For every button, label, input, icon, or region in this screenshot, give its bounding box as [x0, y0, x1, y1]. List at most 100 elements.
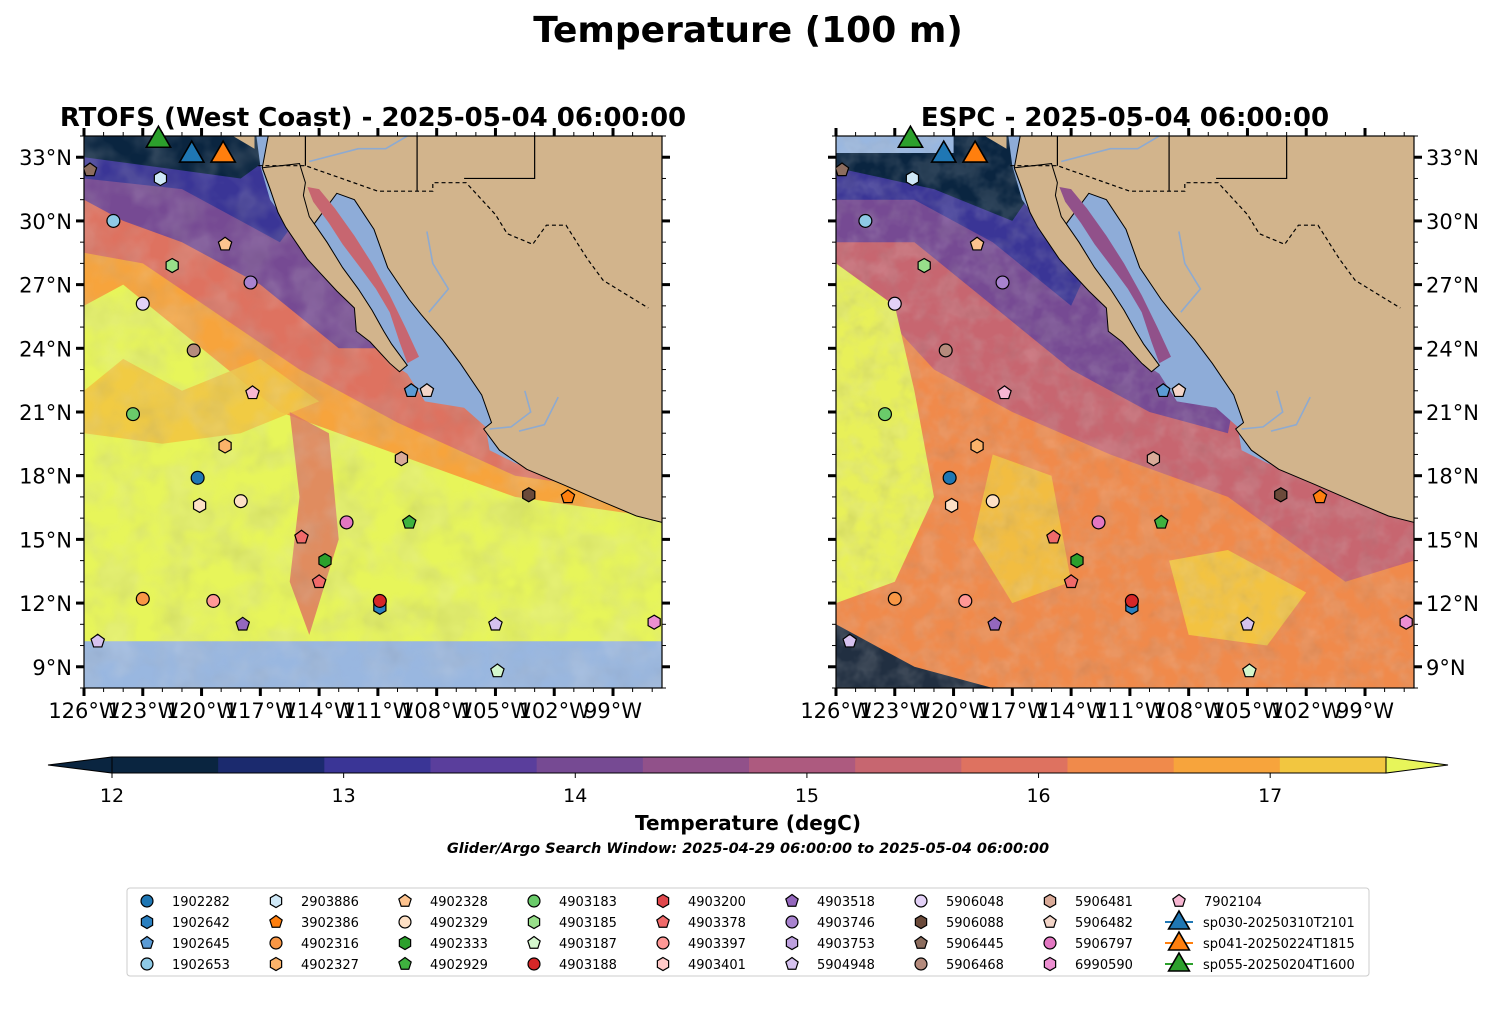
legend-marker [785, 915, 799, 929]
legend-marker [269, 893, 283, 909]
float-marker [1146, 451, 1161, 467]
float-marker [125, 407, 141, 422]
colorbar-tick-label: 13 [332, 785, 356, 807]
colorbar-cell [430, 757, 538, 773]
legend-label: 3902386 [301, 916, 359, 931]
legend-label: 4902327 [301, 958, 359, 973]
legend-label: 4903378 [688, 916, 746, 931]
float-marker [1240, 616, 1255, 631]
legend-marker [1043, 956, 1057, 972]
float-marker [488, 616, 503, 631]
legend-marker [140, 894, 154, 908]
float-marker [522, 487, 536, 503]
float-marker [294, 529, 309, 544]
float-marker [985, 494, 1000, 509]
search-window-note: Glider/Argo Search Window: 2025-04-29 06… [447, 841, 1049, 857]
y-tick-label: 27°N [1426, 274, 1479, 298]
x-tick-label: 108°W [1153, 699, 1225, 723]
float-marker [339, 515, 354, 530]
colorbar-cell [1067, 757, 1175, 773]
colorbar-label: Temperature (degC) [635, 811, 861, 835]
float-marker [887, 296, 902, 311]
float-marker [401, 514, 417, 529]
river-0 [309, 136, 408, 163]
float-marker [917, 257, 931, 274]
legend-marker [914, 914, 928, 930]
colorbar-cell [1173, 757, 1281, 773]
float-marker [1155, 383, 1171, 398]
legend-label: 6990590 [1075, 958, 1133, 973]
river-2 [1241, 390, 1284, 430]
y-tick-label: 30°N [1426, 210, 1479, 234]
legend-marker [527, 957, 541, 971]
legend-label: 7902104 [1204, 895, 1262, 910]
map-area [84, 136, 662, 688]
legend-marker [785, 935, 799, 951]
legend-marker [527, 894, 541, 908]
colorbar-tick-label: 12 [100, 785, 124, 807]
legend-label: sp041-20250224T1815 [1203, 937, 1355, 952]
colorbar-extend-high [1385, 756, 1449, 774]
y-tick-label: 9°N [1426, 656, 1466, 680]
float-marker [938, 343, 953, 358]
legend-label: 4903397 [688, 937, 746, 952]
legend-label: sp055-20250204T1600 [1203, 958, 1355, 973]
glider-marker [144, 124, 172, 149]
legend-marker [269, 956, 283, 972]
legend-label: 4903200 [688, 895, 746, 910]
colorbar-cell [218, 757, 325, 773]
legend-marker [1167, 930, 1191, 951]
float-marker [1070, 552, 1084, 569]
float-marker [318, 552, 332, 569]
float-marker [165, 257, 179, 274]
y-tick-label: 27°N [19, 274, 72, 298]
colorbar-tick-label: 17 [1258, 785, 1282, 807]
legend-marker [527, 914, 541, 930]
y-tick-label: 21°N [19, 401, 72, 425]
colorbar-tick-label: 15 [795, 785, 819, 807]
y-tick-label: 15°N [1426, 528, 1479, 552]
legend-label: 4903183 [559, 895, 617, 910]
float-marker [944, 497, 959, 514]
float-markers [836, 162, 1413, 678]
float-marker [419, 383, 435, 398]
colorbar-extend-low [47, 756, 113, 774]
float-marker [858, 213, 873, 228]
y-tick-label: 33°N [1426, 146, 1479, 170]
x-tick-label: 102°W [1271, 699, 1343, 723]
river-0 [1061, 136, 1160, 163]
float-marker [311, 574, 327, 589]
legend-marker [785, 893, 799, 907]
x-tick-label: 120°W [166, 699, 238, 723]
y-tick-label: 12°N [1426, 592, 1479, 616]
float-marker [135, 591, 150, 606]
colorbar-cell [536, 757, 644, 773]
glider-marker [930, 139, 958, 163]
float-marker [1312, 489, 1328, 504]
x-tick-label: 126°W [48, 699, 120, 723]
float-marker [403, 383, 419, 398]
float-marker [1274, 487, 1288, 503]
legend-marker [269, 914, 283, 928]
legend-label: 4903746 [817, 916, 875, 931]
x-tick-label: 108°W [401, 699, 473, 723]
float-markers [84, 162, 661, 678]
land-socal [984, 136, 1007, 149]
float-marker [1399, 614, 1413, 630]
x-tick-label: 102°W [519, 699, 591, 723]
float-marker [1046, 529, 1061, 544]
y-tick-label: 12°N [19, 592, 72, 616]
legend-label: 1902653 [172, 958, 230, 973]
panel-title: RTOFS (West Coast) - 2025-05-04 06:00:00 [60, 103, 686, 133]
legend-marker [527, 935, 541, 949]
float-marker [842, 633, 858, 648]
x-tick-label: 99°W [1336, 699, 1394, 723]
float-marker [192, 497, 207, 514]
legend-marker [914, 957, 928, 971]
colorbar-outline [111, 756, 1387, 774]
float-marker [942, 470, 957, 485]
glider-marker [178, 139, 206, 163]
legend-label: 5906482 [1075, 916, 1133, 931]
float-marker [1063, 574, 1079, 589]
panel-rtofs: RTOFS (West Coast) - 2025-05-04 06:00:00… [19, 103, 686, 723]
